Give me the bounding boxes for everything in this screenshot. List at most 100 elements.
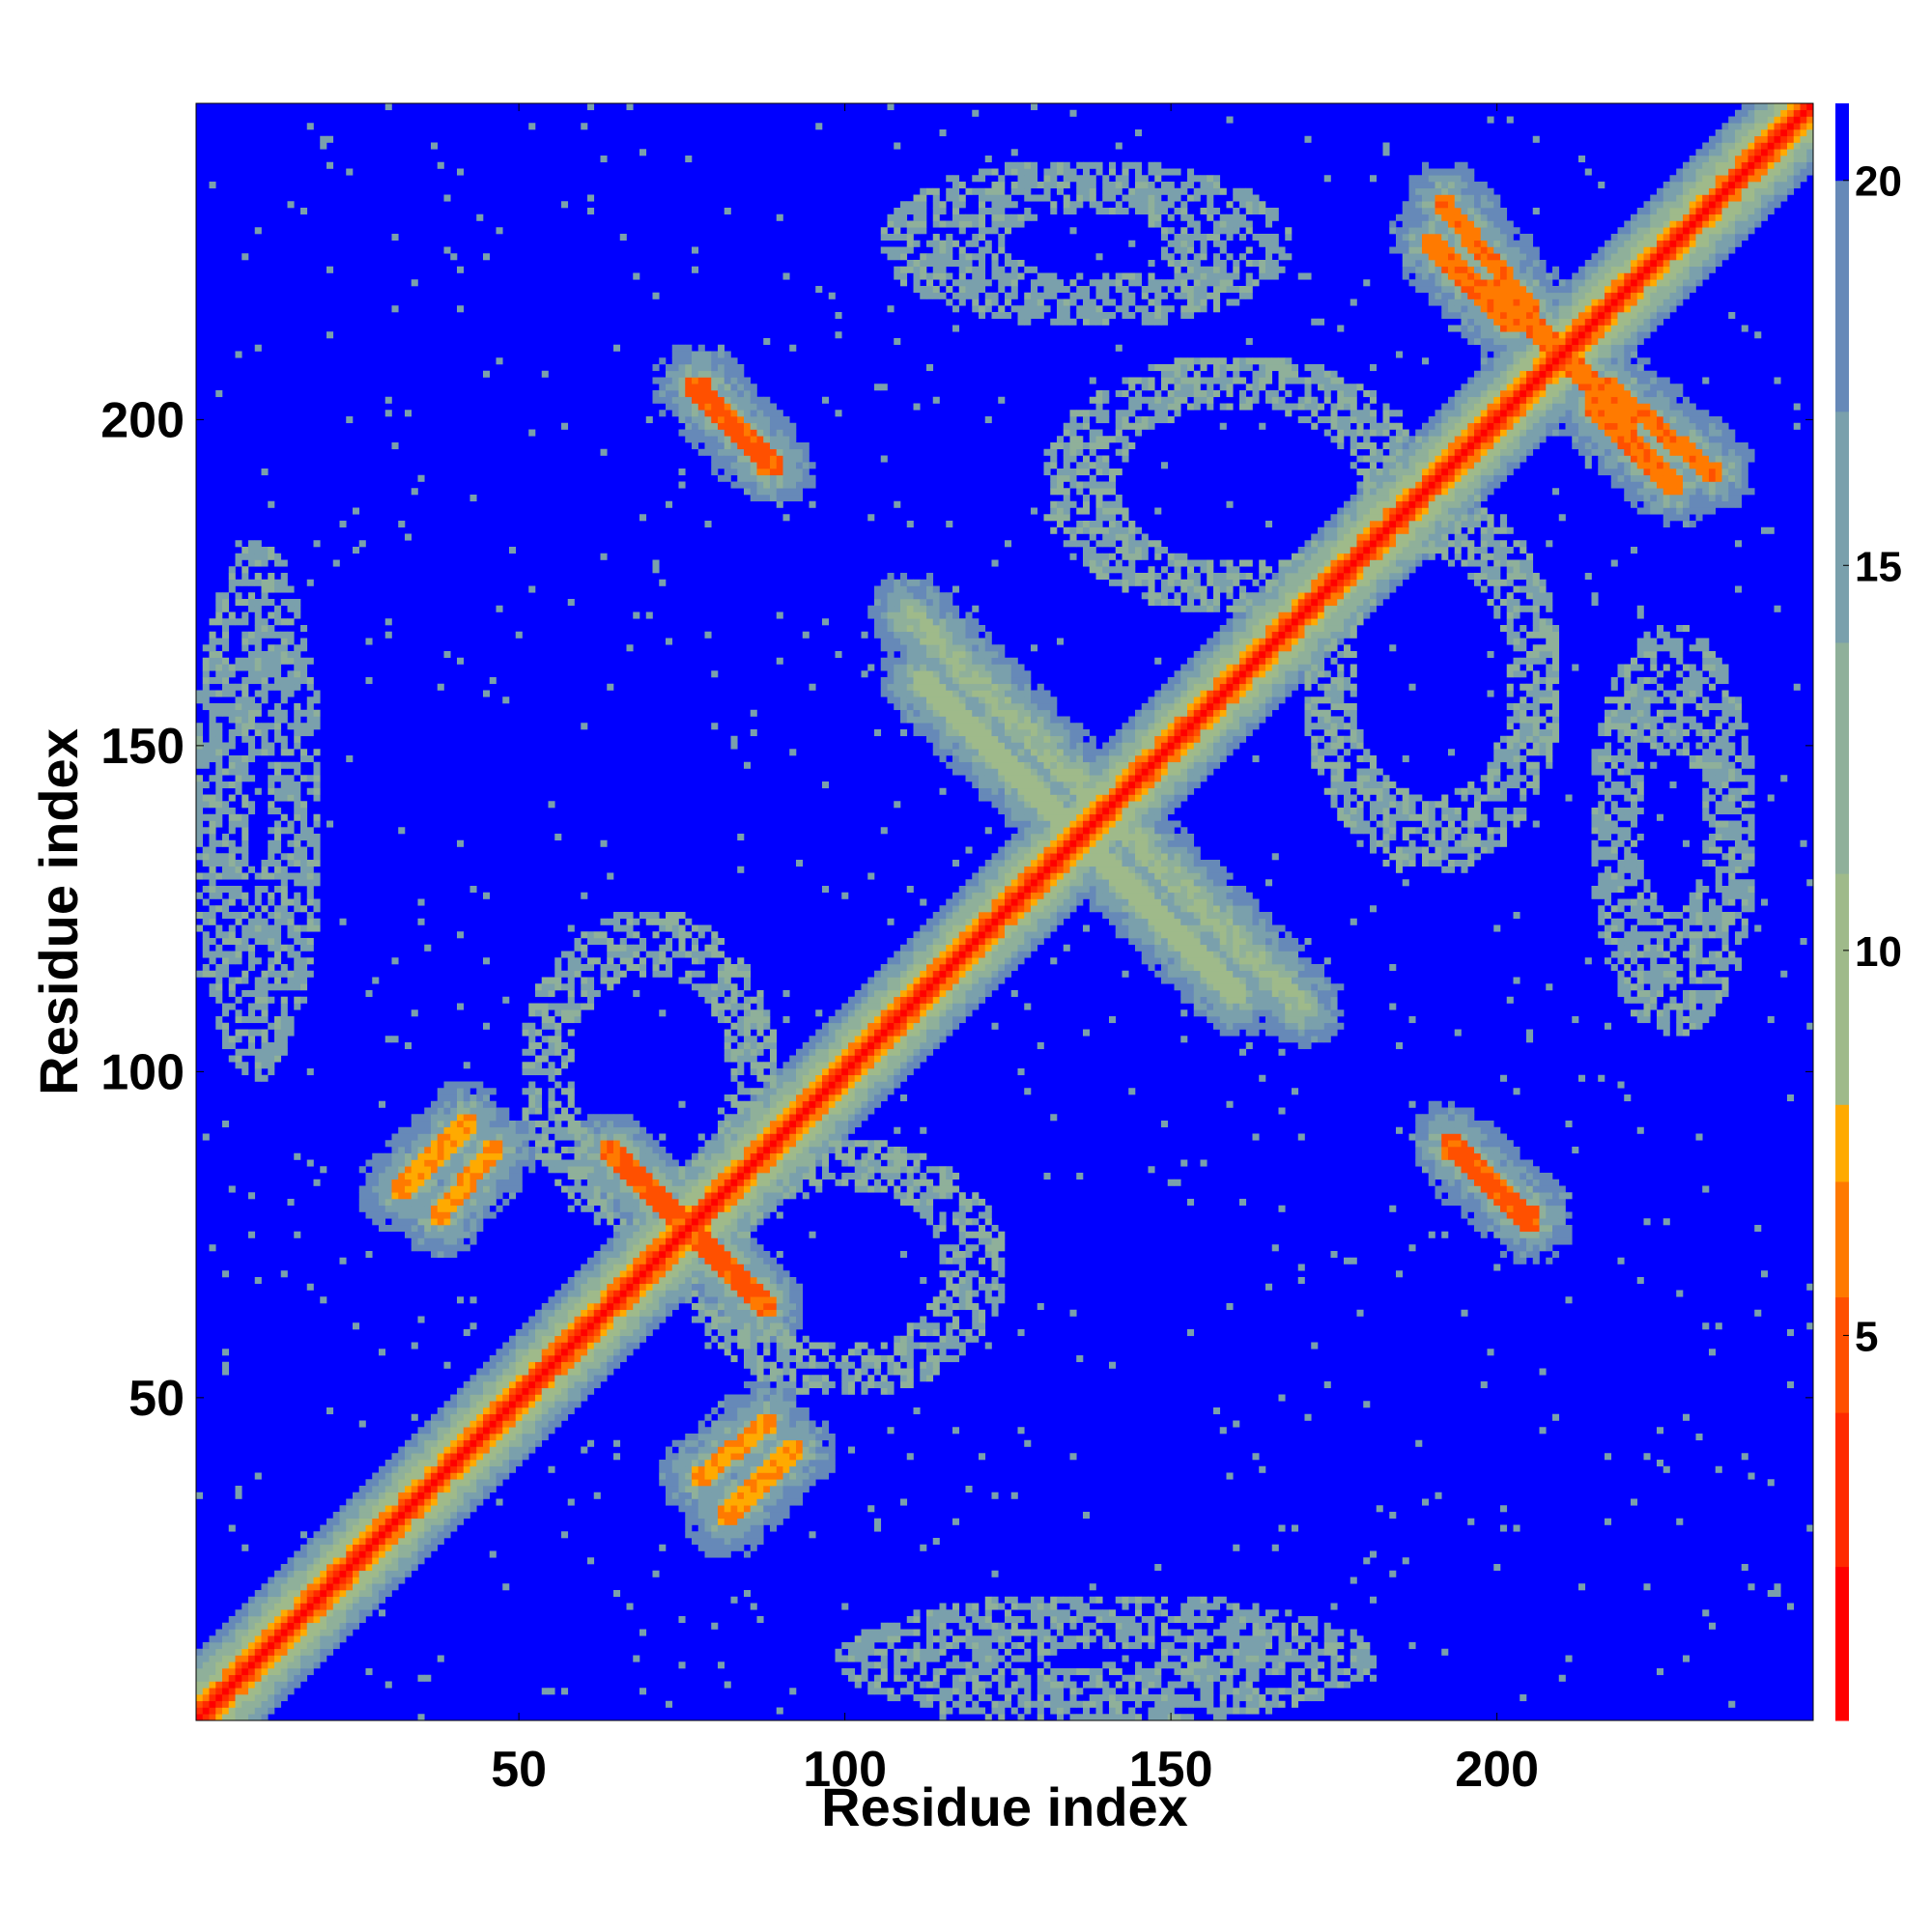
- heatmap-cell: [280, 735, 288, 743]
- heatmap-cell: [450, 1121, 458, 1128]
- heatmap-cell: [744, 1355, 752, 1363]
- heatmap-cell: [744, 761, 752, 769]
- heatmap-cell: [313, 872, 321, 880]
- heatmap-cell: [633, 1159, 640, 1167]
- heatmap-cell: [574, 1147, 582, 1154]
- heatmap-cell: [587, 990, 595, 998]
- heatmap-cell: [268, 579, 275, 586]
- heatmap-cell: [398, 1218, 406, 1226]
- heatmap-cell: [697, 1518, 705, 1525]
- heatmap-cell: [384, 1681, 392, 1689]
- heatmap-cell: [242, 820, 249, 828]
- heatmap-cell: [248, 592, 256, 600]
- heatmap-cell: [300, 1550, 308, 1558]
- heatmap-cell: [209, 872, 216, 880]
- heatmap-cell: [437, 1531, 444, 1539]
- heatmap-cell: [750, 462, 757, 469]
- heatmap-cell: [306, 723, 314, 730]
- heatmap-cell: [587, 996, 595, 1004]
- heatmap-cell: [405, 1133, 412, 1141]
- heatmap-cell: [633, 1152, 640, 1160]
- heatmap-cell: [489, 1446, 497, 1454]
- heatmap-cell: [587, 931, 595, 939]
- heatmap-cell: [666, 403, 673, 411]
- heatmap-cell: [607, 1159, 614, 1167]
- heatmap-cell: [280, 651, 288, 659]
- heatmap-cell: [756, 1211, 764, 1219]
- heatmap-cell: [593, 1152, 601, 1160]
- heatmap-cell: [463, 1401, 470, 1408]
- heatmap-cell: [692, 1159, 699, 1167]
- heatmap-cell: [228, 853, 236, 861]
- heatmap-cell: [770, 462, 778, 469]
- heatmap-cell: [365, 1159, 373, 1167]
- heatmap-cell: [391, 1492, 399, 1499]
- heatmap-cell: [770, 1062, 778, 1069]
- heatmap-cell: [313, 716, 321, 724]
- heatmap-cell: [770, 1283, 778, 1291]
- heatmap-cell: [737, 1479, 745, 1487]
- heatmap-cell: [711, 403, 719, 411]
- heatmap-cell: [346, 1609, 354, 1617]
- heatmap-cell: [554, 1152, 562, 1160]
- heatmap-cell: [502, 1349, 510, 1356]
- heatmap-cell: [704, 1237, 712, 1245]
- heatmap-cell: [704, 1486, 712, 1493]
- heatmap-cell: [411, 1492, 418, 1499]
- heatmap-cell: [431, 1505, 439, 1513]
- heatmap-cell: [215, 677, 223, 685]
- heatmap-cell: [235, 1681, 242, 1689]
- heatmap-cell: [548, 1088, 555, 1095]
- heatmap-cell: [541, 370, 549, 378]
- heatmap-cell: [300, 1544, 308, 1551]
- heatmap-cell: [280, 1662, 288, 1669]
- heatmap-cell: [268, 964, 275, 972]
- heatmap-cell: [417, 1225, 425, 1233]
- heatmap-cell: [515, 1381, 523, 1389]
- heatmap-cell: [327, 1616, 334, 1624]
- heatmap-cell: [372, 1173, 380, 1180]
- heatmap-cell: [737, 1211, 745, 1219]
- heatmap-cell: [678, 951, 686, 958]
- heatmap-cell: [398, 1550, 406, 1558]
- heatmap-cell: [457, 1088, 465, 1095]
- heatmap-cell: [384, 1590, 392, 1598]
- heatmap-cell: [711, 370, 719, 378]
- heatmap-cell: [346, 1557, 354, 1565]
- heatmap-cell: [457, 1081, 465, 1089]
- heatmap-cell: [671, 1492, 679, 1499]
- heatmap-cell: [294, 709, 301, 717]
- heatmap-cell: [541, 1361, 549, 1369]
- heatmap-cell: [450, 1479, 458, 1487]
- heatmap-cell: [222, 1662, 230, 1669]
- heatmap-cell: [268, 1577, 275, 1584]
- heatmap-cell: [639, 1192, 647, 1200]
- heatmap-cell: [339, 1518, 347, 1525]
- heatmap-cell: [209, 1244, 216, 1252]
- heatmap-cell: [697, 364, 705, 372]
- heatmap-cell: [379, 1590, 386, 1598]
- heatmap-cell: [730, 1009, 738, 1017]
- heatmap-cell: [502, 1434, 510, 1441]
- heatmap-cell: [750, 1100, 757, 1108]
- heatmap-cell: [704, 364, 712, 372]
- heatmap-cell: [697, 403, 705, 411]
- heatmap-cell: [770, 1126, 778, 1134]
- heatmap-cell: [384, 1512, 392, 1520]
- heatmap-cell: [730, 1518, 738, 1525]
- heatmap-cell: [222, 1642, 230, 1650]
- heatmap-cell: [789, 1192, 797, 1200]
- heatmap-cell: [567, 996, 575, 1004]
- heatmap-cell: [613, 918, 621, 925]
- heatmap-cell: [411, 1342, 418, 1350]
- heatmap-cell: [737, 416, 745, 424]
- heatmap-cell: [327, 1544, 334, 1551]
- heatmap-cell: [457, 1387, 465, 1395]
- heatmap-cell: [561, 1329, 569, 1337]
- heatmap-cell: [294, 970, 301, 978]
- heatmap-cell: [300, 853, 308, 861]
- heatmap-cell: [294, 905, 301, 913]
- heatmap-cell: [692, 422, 699, 430]
- heatmap-cell: [730, 1022, 738, 1030]
- heatmap-cell: [209, 1674, 216, 1682]
